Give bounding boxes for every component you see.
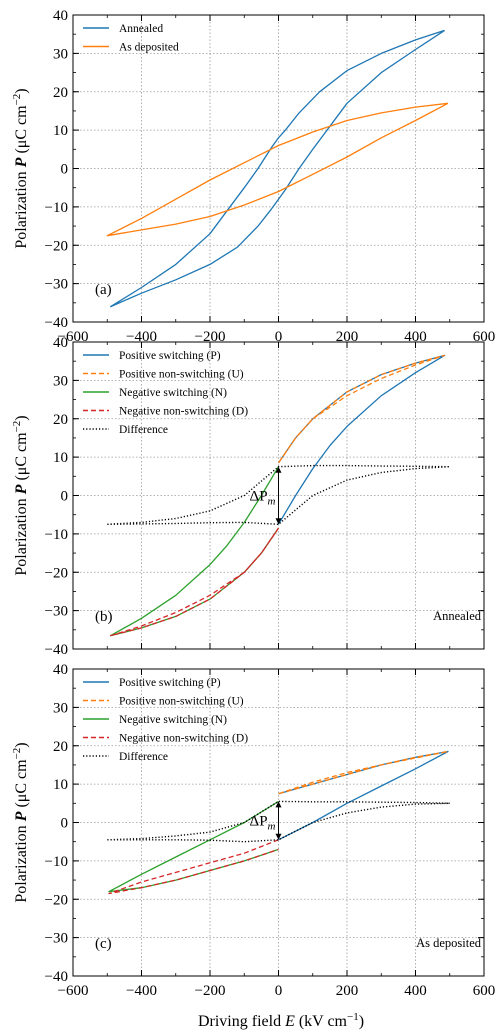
y-tick-label: 40 — [53, 662, 68, 678]
legend-label: Difference — [119, 751, 168, 763]
y-tick-label: 10 — [53, 777, 68, 793]
delta-pm-arrow-head-down — [275, 833, 282, 840]
delta-pm-label: ΔPm — [250, 489, 276, 508]
y-tick-label: 30 — [53, 46, 68, 62]
gridlines — [73, 669, 484, 976]
x-tick-label: 0 — [275, 329, 283, 345]
y-tick-label: 40 — [53, 8, 68, 24]
series-line-4 — [110, 527, 280, 637]
gridlines — [73, 15, 484, 322]
legend-label: Positive non-switching (U) — [119, 696, 244, 708]
y-tick-label: 30 — [53, 373, 68, 389]
y-axis-label: Polarization P (μC cm−2) — [11, 88, 30, 248]
y-tick-label: −40 — [45, 315, 68, 331]
legend: Annealed As deposited — [83, 23, 179, 54]
y-tick-label: 0 — [61, 816, 69, 832]
legend-label: Difference — [119, 424, 168, 436]
chart-panel-b: ΔPm −40 −30 −20 −10 0 10 20 30 40 Polarization P (… — [11, 335, 485, 658]
series-line-1 — [277, 354, 446, 525]
panel-label: (c) — [95, 936, 112, 952]
figure-panels: −600 −400 −200 0 200 400 600−40−30−20−10010203… — [11, 8, 495, 999]
x-tick-label: 600 — [473, 329, 496, 345]
legend-label: Negative non-switching (D) — [119, 733, 248, 745]
y-tick-label: 10 — [53, 450, 68, 466]
y-tick-label: 0 — [61, 489, 69, 505]
panel-note: As deposited — [416, 936, 482, 950]
y-axis-label: Polarization P (μC cm−2) — [11, 415, 30, 575]
legend-label: Positive switching (P) — [119, 350, 221, 362]
legend-label: Negative non-switching (D) — [119, 406, 248, 418]
series-line-3 — [108, 800, 279, 893]
series-line-5 — [107, 464, 451, 525]
data-series — [107, 750, 451, 895]
y-tick-label: −20 — [45, 238, 68, 254]
y-tick-label: −10 — [45, 854, 68, 870]
y-tick-label: 30 — [53, 700, 68, 716]
x-tick-label: 400 — [404, 983, 427, 999]
y-tick-label: −30 — [45, 931, 68, 947]
x-tick-label: 200 — [336, 983, 359, 999]
series-line-2 — [277, 354, 446, 464]
x-tick-label: 200 — [336, 329, 359, 345]
y-tick-label: 20 — [53, 412, 68, 428]
y-tick-label: 20 — [53, 739, 68, 755]
y-tick-label: 20 — [53, 85, 68, 101]
y-tick-label: −30 — [45, 604, 68, 620]
y-tick-label: 10 — [53, 123, 68, 139]
y-tick-label: −10 — [45, 527, 68, 543]
y-tick-label: −40 — [45, 642, 68, 658]
legend-label: Positive switching (P) — [119, 677, 221, 689]
delta-pm-annotation: ΔPm — [250, 466, 282, 525]
tick-marks — [72, 14, 485, 323]
x-tick-label: 400 — [404, 329, 427, 345]
series-line-2 — [106, 102, 449, 237]
delta-pm-annotation: ΔPm — [250, 801, 282, 840]
legend: Positive switching (P) Positive non-switc… — [83, 350, 248, 436]
y-tick-label: −40 — [45, 969, 68, 985]
x-axis-label: Driving field E (kV cm−1) — [198, 1011, 364, 1030]
legend-label: Negative switching (N) — [119, 387, 227, 399]
x-tick-label: −200 — [195, 329, 226, 345]
x-tick-label: 0 — [275, 983, 283, 999]
y-tick-label: −20 — [45, 565, 68, 581]
panel-label: (b) — [95, 609, 113, 625]
gridlines — [73, 342, 484, 649]
x-tick-label: −200 — [195, 983, 226, 999]
chart-panel-a: −600 −400 −200 0 200 400 600 −40 −30 −20 −10 0 10 20 3… — [11, 8, 495, 345]
legend-label: Positive non-switching (U) — [119, 369, 244, 381]
panel-note: Annealed — [433, 609, 482, 623]
series-line-2 — [278, 750, 449, 795]
y-axis-label: Polarization P (μC cm−2) — [11, 742, 30, 902]
legend-label: Annealed — [119, 23, 163, 35]
x-tick-label: −600 — [58, 983, 89, 999]
x-tick-label: −400 — [126, 329, 157, 345]
delta-pm-arrow-head-up — [275, 801, 282, 808]
x-tick-label: −600 — [58, 329, 89, 345]
chart-panel-c: ΔPm −600 −400 −200 0 200 400 600 −40 −30 −20 −10 0 10… — [11, 662, 495, 999]
y-tick-label: −30 — [45, 277, 68, 293]
y-tick-label: 0 — [61, 162, 69, 178]
x-tick-label: −400 — [126, 983, 157, 999]
tick-marks — [72, 341, 485, 650]
delta-pm-label: ΔPm — [250, 814, 276, 833]
x-tick-label: 600 — [473, 983, 496, 999]
series-line-1 — [110, 29, 445, 308]
legend-label: Negative switching (N) — [119, 714, 227, 726]
series-line-4 — [108, 839, 279, 895]
data-series — [107, 354, 451, 637]
y-tick-label: −10 — [45, 200, 68, 216]
legend-label: As deposited — [119, 42, 179, 54]
tick-marks — [72, 668, 485, 977]
delta-pm-arrow-head-down — [275, 518, 282, 525]
delta-pm-arrow-head-up — [275, 466, 282, 473]
y-tick-label: 40 — [53, 335, 68, 351]
y-tick-label: −20 — [45, 892, 68, 908]
data-series — [106, 29, 449, 308]
series-line-1 — [278, 750, 449, 841]
legend: Positive switching (P) Positive non-switc… — [83, 677, 248, 763]
panel-label: (a) — [95, 282, 112, 298]
